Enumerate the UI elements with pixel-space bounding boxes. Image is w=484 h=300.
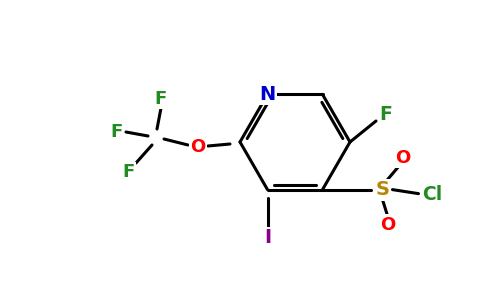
Text: O: O bbox=[380, 216, 395, 234]
Text: F: F bbox=[122, 163, 134, 181]
Text: I: I bbox=[264, 228, 271, 247]
Text: O: O bbox=[190, 138, 206, 156]
Text: Cl: Cl bbox=[423, 185, 443, 204]
Text: S: S bbox=[376, 180, 390, 199]
Text: O: O bbox=[395, 148, 410, 166]
Text: F: F bbox=[379, 104, 393, 124]
Text: N: N bbox=[259, 85, 275, 104]
Text: F: F bbox=[155, 90, 167, 108]
Text: F: F bbox=[110, 123, 122, 141]
